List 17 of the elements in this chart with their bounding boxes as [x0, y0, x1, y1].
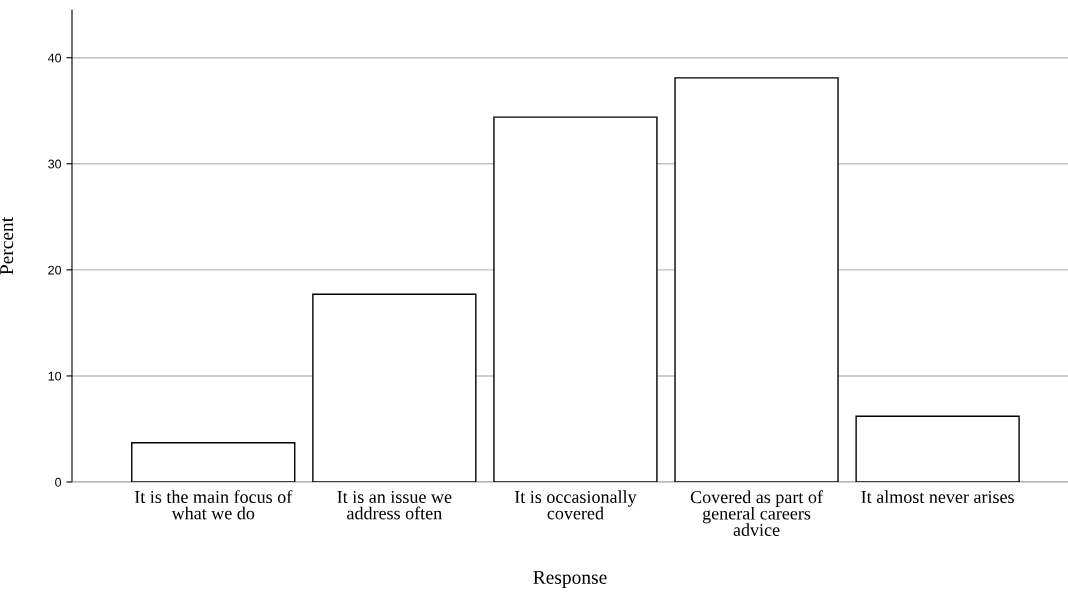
- x-tick-label: It is an issue we address often: [337, 490, 452, 520]
- x-tick-label: It is occasionally covered: [514, 490, 637, 520]
- x-tick-label: It almost never arises: [861, 490, 1014, 504]
- y-tick-label: 30: [48, 159, 62, 169]
- y-axis-title: Percent: [0, 216, 14, 275]
- x-tick-label: Covered as part of general careers advice: [690, 490, 823, 537]
- y-tick-label: 40: [47, 53, 62, 63]
- x-tick-label: It is the main focus of what we do: [134, 490, 293, 520]
- bar: [493, 116, 658, 482]
- bar: [312, 293, 477, 482]
- bar: [855, 415, 1020, 482]
- y-tick-label: 20: [48, 265, 62, 275]
- x-axis-title: Response: [533, 571, 607, 588]
- y-tick-label: 0: [55, 477, 62, 487]
- bar: [674, 77, 839, 482]
- y-tick-label: 10: [48, 371, 62, 381]
- bar: [131, 442, 296, 482]
